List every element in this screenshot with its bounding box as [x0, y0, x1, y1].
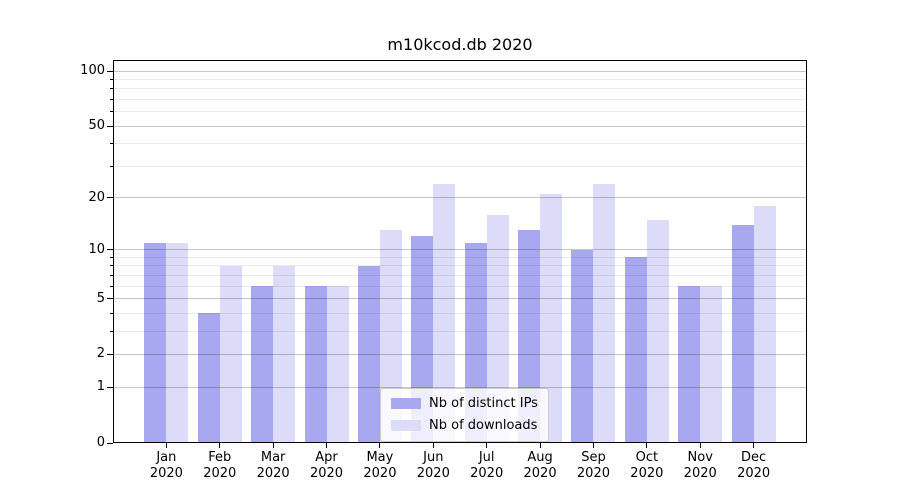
x-tick-mark	[432, 443, 434, 448]
y-tick-label: 1	[96, 379, 105, 395]
bar-distinct-ips	[304, 286, 327, 443]
y-minor-tick-mark	[110, 99, 113, 101]
y-tick-label: 50	[88, 118, 105, 134]
bar-distinct-ips	[144, 242, 167, 443]
chart-title: m10kcod.db 2020	[387, 35, 533, 54]
y-tick-mark	[107, 70, 113, 72]
x-tick-mark	[753, 443, 755, 448]
y-tick-mark	[107, 249, 113, 251]
x-tick-label: May 2020	[363, 450, 397, 481]
x-tick-label: Sep 2020	[576, 450, 610, 481]
bar-distinct-ips	[624, 257, 647, 443]
y-minor-tick-mark	[110, 79, 113, 81]
y-tick-label: 5	[96, 290, 105, 306]
x-tick-label: Jul 2020	[470, 450, 504, 481]
x-tick-mark	[699, 443, 701, 448]
bar-distinct-ips	[731, 224, 754, 443]
x-tick-label: Dec 2020	[737, 450, 771, 481]
y-tick-mark	[107, 298, 113, 300]
y-tick-label: 10	[88, 241, 105, 257]
x-tick-mark	[539, 443, 541, 448]
y-tick-label: 20	[88, 189, 105, 205]
bar-downloads	[326, 286, 349, 443]
y-minor-tick-mark	[110, 88, 113, 90]
x-tick-label: Jan 2020	[149, 450, 183, 481]
y-tick-mark	[107, 442, 113, 444]
y-minor-tick-mark	[110, 256, 113, 258]
legend-label: Nb of downloads	[429, 418, 538, 433]
y-minor-tick-mark	[110, 312, 113, 314]
bar-downloads	[166, 242, 189, 443]
bar-distinct-ips	[357, 265, 380, 443]
y-tick-mark	[107, 353, 113, 355]
x-tick-mark	[486, 443, 488, 448]
y-tick-mark	[107, 386, 113, 388]
bar-distinct-ips	[197, 313, 220, 443]
bar-downloads	[753, 205, 776, 443]
bar-downloads	[486, 214, 509, 443]
x-tick-mark	[219, 443, 221, 448]
x-tick-label: Apr 2020	[309, 450, 344, 481]
bar-distinct-ips	[251, 286, 274, 443]
bar-downloads	[273, 265, 296, 443]
x-tick-label: Jun 2020	[416, 450, 450, 481]
y-tick-label: 0	[96, 435, 105, 450]
bars-layer	[113, 60, 807, 443]
legend-item: Nb of distinct IPs	[391, 395, 538, 412]
x-tick-mark	[326, 443, 328, 448]
x-tick-label: Aug 2020	[523, 450, 557, 481]
y-tick-mark	[107, 125, 113, 127]
y-minor-tick-mark	[110, 330, 113, 332]
bar-downloads	[700, 286, 723, 443]
plot-area: Nb of distinct IPs Nb of downloads	[113, 60, 807, 443]
y-minor-tick-mark	[110, 165, 113, 167]
legend-label: Nb of distinct IPs	[429, 396, 538, 411]
bar-distinct-ips	[678, 286, 701, 443]
y-minor-tick-mark	[110, 143, 113, 145]
legend-swatch-downloads	[391, 420, 421, 431]
x-tick-mark	[272, 443, 274, 448]
y-tick-mark	[107, 197, 113, 199]
x-tick-label: Feb 2020	[203, 450, 237, 481]
legend-item: Nb of downloads	[391, 417, 538, 434]
y-tick-label: 2	[96, 346, 105, 362]
legend-swatch-distinct-ips	[391, 398, 421, 409]
legend: Nb of distinct IPs Nb of downloads	[380, 388, 549, 442]
y-tick-label: 100	[80, 63, 105, 79]
x-tick-label: Nov 2020	[683, 450, 717, 481]
y-minor-tick-mark	[110, 274, 113, 276]
x-tick-label: Oct 2020	[630, 450, 664, 481]
bar-downloads	[219, 265, 242, 443]
x-tick-label: Mar 2020	[256, 450, 290, 481]
y-minor-tick-mark	[110, 285, 113, 287]
bar-downloads	[540, 193, 563, 443]
x-tick-mark	[592, 443, 594, 448]
bar-distinct-ips	[571, 249, 594, 443]
x-tick-mark	[165, 443, 167, 448]
bar-downloads	[433, 183, 456, 443]
bar-downloads	[593, 183, 616, 443]
x-tick-mark	[646, 443, 648, 448]
y-minor-tick-mark	[110, 111, 113, 113]
bar-downloads	[646, 219, 669, 443]
y-minor-tick-mark	[110, 265, 113, 267]
x-tick-mark	[379, 443, 381, 448]
